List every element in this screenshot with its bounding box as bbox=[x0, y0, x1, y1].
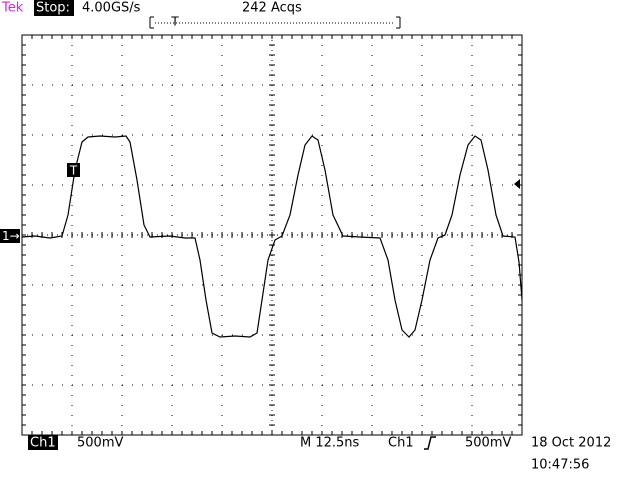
channel-box bbox=[28, 435, 58, 450]
trigger-slope bbox=[424, 436, 436, 450]
status-box bbox=[34, 0, 74, 16]
ground-marker: 1→ bbox=[2, 229, 20, 243]
volts-per-div: 500mV bbox=[77, 436, 123, 451]
waveform-trace bbox=[21, 135, 523, 338]
trigger-level: 500mV bbox=[465, 436, 511, 451]
date: 18 Oct 2012 bbox=[531, 436, 611, 451]
trigger-source: Ch1 bbox=[388, 436, 414, 451]
graticule bbox=[21, 34, 523, 436]
trigger-marker-box bbox=[67, 163, 80, 177]
brand: Tek bbox=[1, 1, 24, 16]
trigger-level-arrow bbox=[514, 179, 520, 189]
ground-marker-box bbox=[0, 229, 20, 243]
sample-rate: 4.00GS/s bbox=[82, 1, 141, 16]
time: 10:47:56 bbox=[531, 458, 589, 473]
record-brackets bbox=[149, 16, 401, 29]
trigger-marker: T bbox=[69, 164, 78, 178]
status: Stop: bbox=[36, 1, 70, 16]
acquisitions: 242 Acqs bbox=[242, 1, 302, 16]
record-bar: T bbox=[149, 15, 401, 29]
record-marker: T bbox=[170, 15, 179, 29]
channel: Ch1 bbox=[30, 436, 56, 451]
timebase: M 12.5ns bbox=[300, 436, 360, 451]
